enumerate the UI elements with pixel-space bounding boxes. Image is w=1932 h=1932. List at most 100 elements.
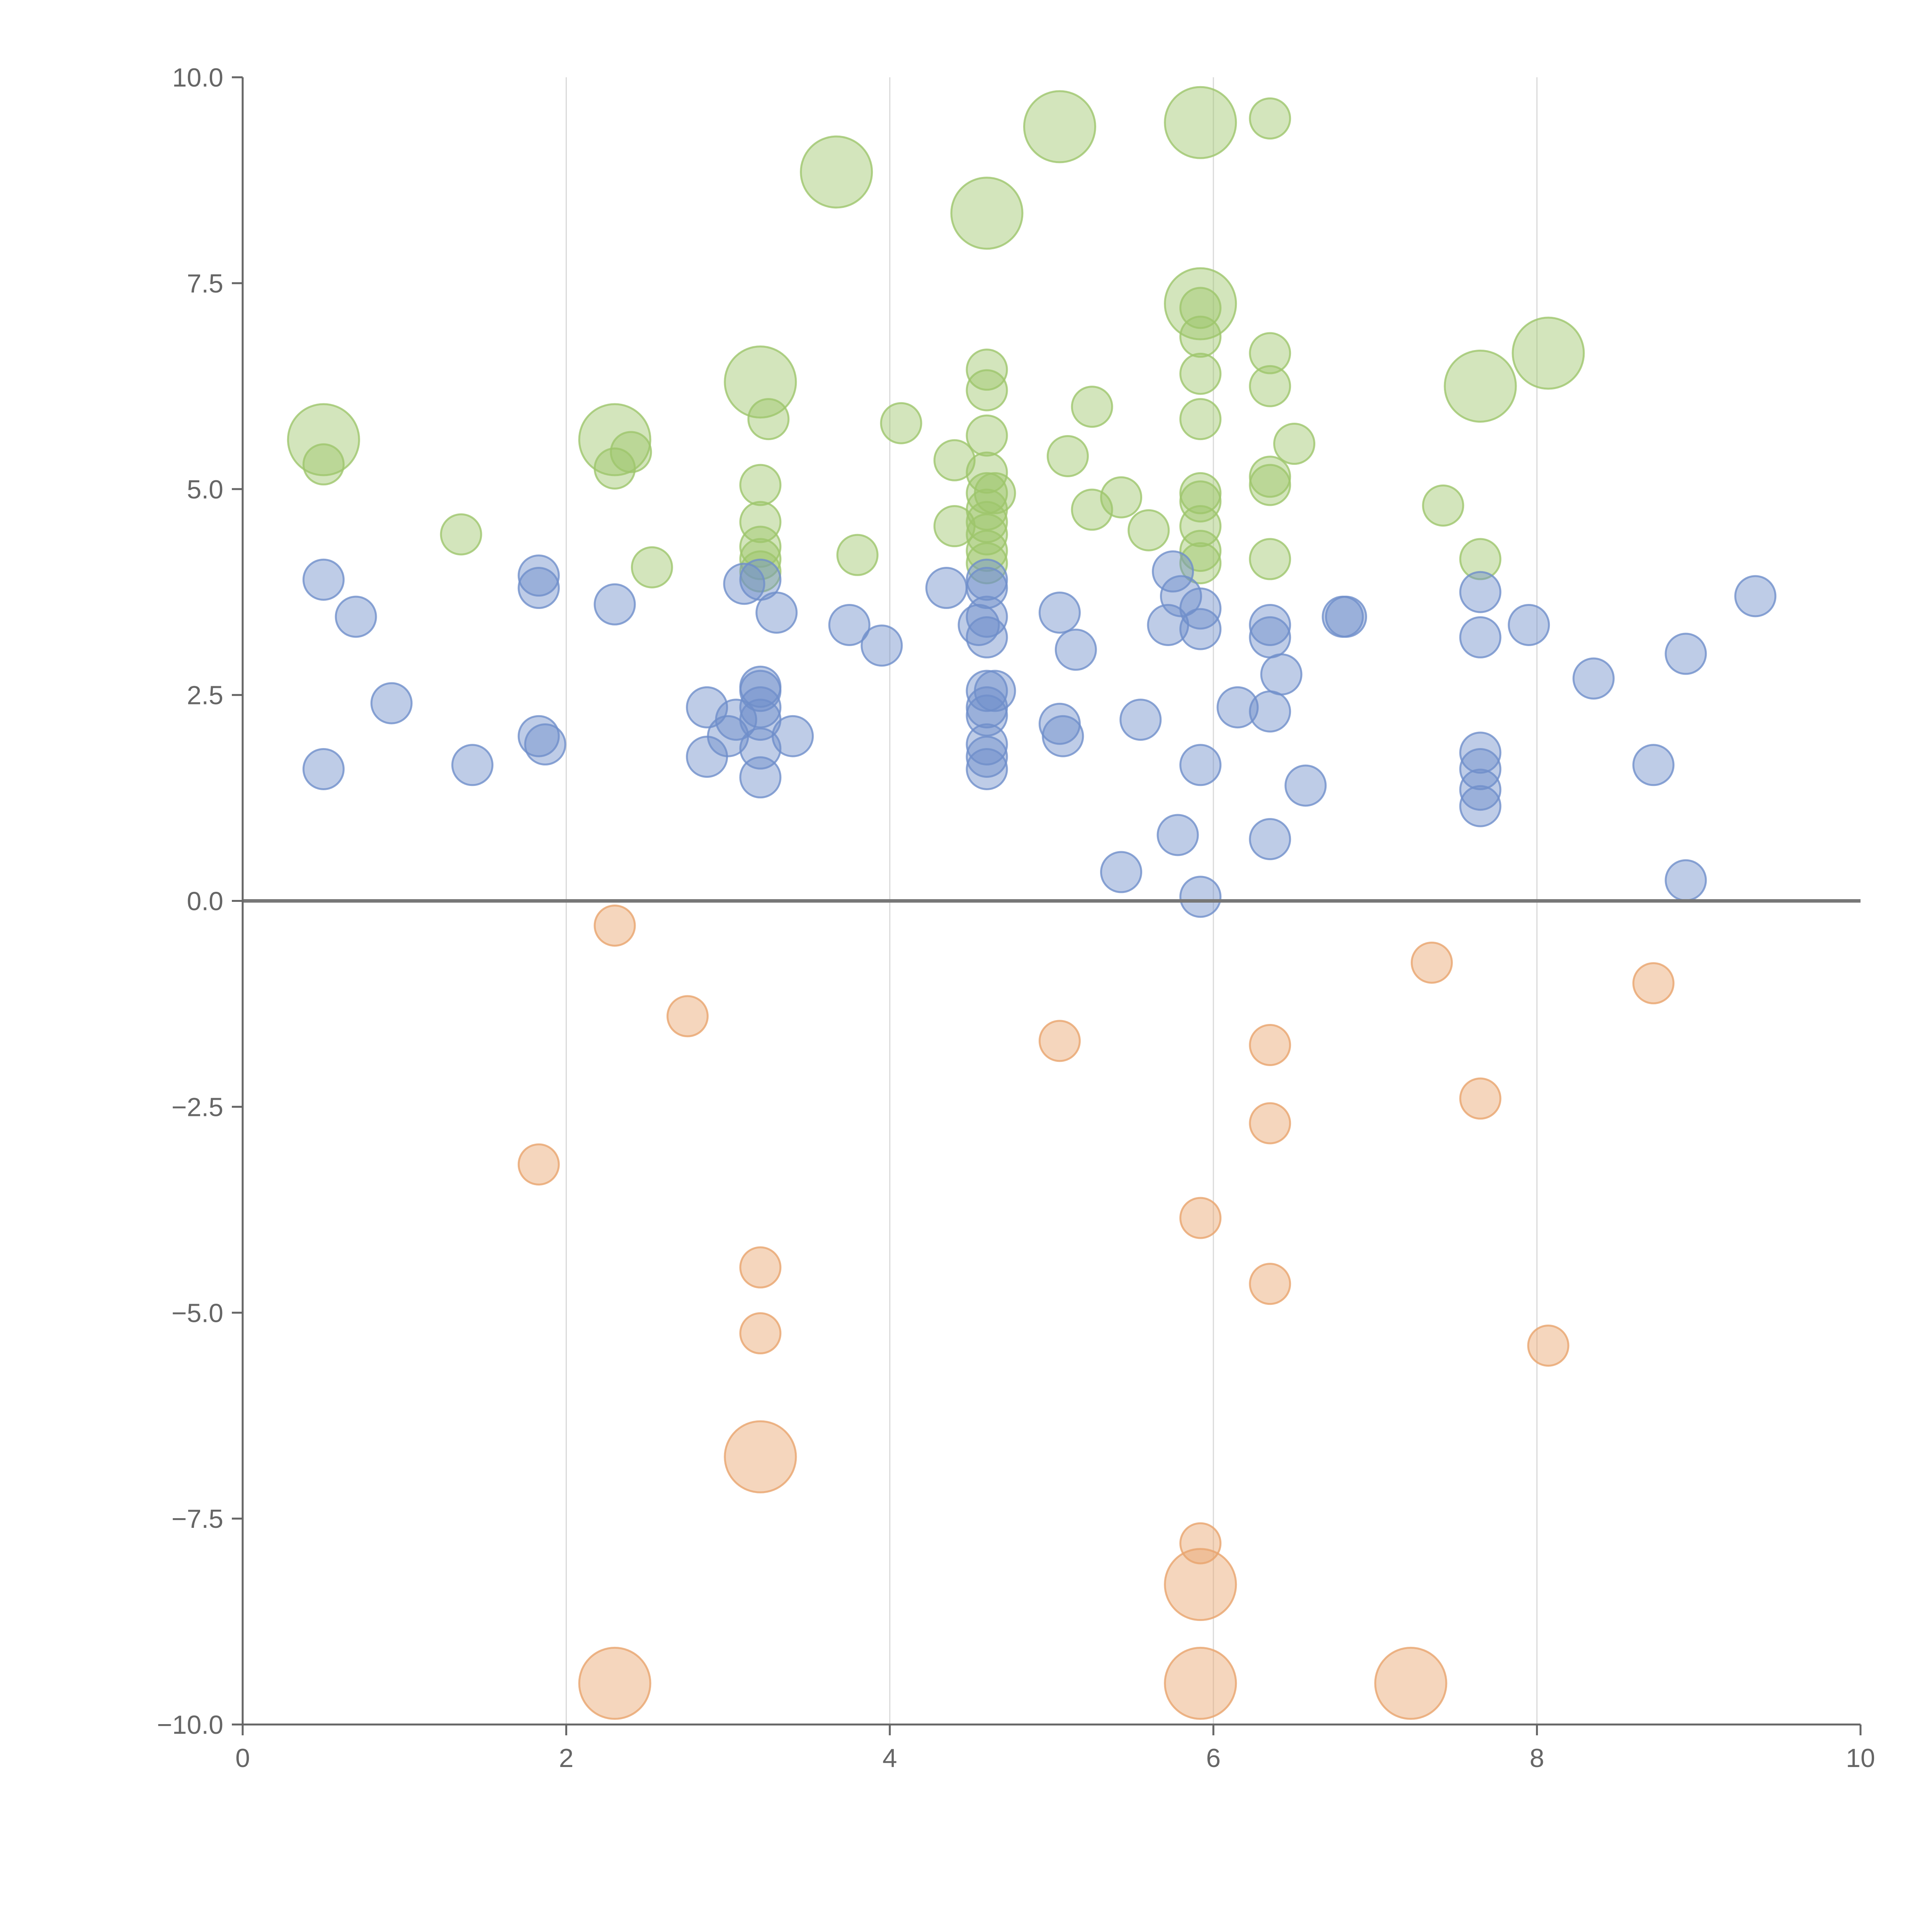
point-blue-54 xyxy=(1249,604,1291,646)
point-green-40 xyxy=(1179,315,1222,358)
point-blue-21 xyxy=(739,756,782,799)
point-blue-36 xyxy=(966,723,1008,766)
point-blue-14 xyxy=(723,563,765,605)
point-green-31 xyxy=(1023,90,1096,163)
point-orange-3 xyxy=(666,995,709,1037)
point-green-17 xyxy=(933,439,976,481)
point-green-16 xyxy=(880,402,922,444)
point-blue-20 xyxy=(739,727,782,770)
point-green-57 xyxy=(1459,538,1502,580)
point-blue-41 xyxy=(1042,715,1084,757)
point-green-11 xyxy=(739,526,782,568)
y-tick-label-3: 2.5 xyxy=(187,681,223,710)
point-blue-18 xyxy=(739,686,782,729)
y-tick-label-0: 10.0 xyxy=(172,63,223,92)
point-green-8 xyxy=(747,398,790,440)
point-green-32 xyxy=(1046,435,1089,477)
point-orange-16 xyxy=(1459,1077,1502,1120)
point-blue-55 xyxy=(1249,616,1291,658)
point-green-0 xyxy=(287,403,360,476)
point-green-36 xyxy=(1128,509,1170,551)
point-blue-2 xyxy=(335,595,377,638)
point-blue-13 xyxy=(715,699,757,741)
point-blue-71 xyxy=(1665,633,1707,675)
point-green-50 xyxy=(1249,365,1291,407)
y-tick-label-4: 0.0 xyxy=(187,887,223,916)
point-blue-72 xyxy=(1665,859,1707,901)
x-tick-label-5: 10 xyxy=(1846,1743,1875,1773)
point-green-15 xyxy=(836,534,879,576)
point-green-6 xyxy=(631,546,673,588)
point-green-28 xyxy=(966,513,1008,556)
point-orange-11 xyxy=(1164,1646,1237,1720)
y-tick-label-8: −10.0 xyxy=(157,1710,223,1740)
point-green-19 xyxy=(950,177,1024,250)
point-blue-50 xyxy=(1179,608,1222,650)
point-orange-14 xyxy=(1249,1263,1291,1305)
point-green-29 xyxy=(966,530,1008,572)
point-orange-8 xyxy=(1179,1197,1222,1239)
point-blue-42 xyxy=(1054,628,1097,671)
point-blue-1 xyxy=(302,748,345,790)
point-blue-69 xyxy=(1572,657,1615,700)
point-green-52 xyxy=(1249,464,1291,506)
point-blue-58 xyxy=(1260,653,1303,696)
x-tick-label-4: 8 xyxy=(1530,1743,1544,1773)
point-green-45 xyxy=(1179,505,1222,548)
point-green-33 xyxy=(1071,386,1113,428)
point-orange-18 xyxy=(1632,962,1675,1005)
y-tick-label-5: −2.5 xyxy=(172,1092,223,1122)
point-blue-3 xyxy=(370,682,413,724)
point-orange-13 xyxy=(1249,1102,1291,1145)
point-green-56 xyxy=(1444,349,1517,423)
point-blue-23 xyxy=(772,715,814,757)
point-blue-62 xyxy=(1459,571,1502,613)
point-blue-37 xyxy=(966,735,1008,778)
point-orange-19 xyxy=(1374,1646,1447,1720)
point-blue-5 xyxy=(517,554,560,597)
point-green-21 xyxy=(966,369,1008,412)
x-tick-label-2: 4 xyxy=(883,1743,897,1773)
point-blue-0 xyxy=(302,558,345,601)
point-blue-29 xyxy=(966,567,1008,609)
data-points xyxy=(287,86,1777,1720)
point-blue-17 xyxy=(739,670,782,712)
point-green-7 xyxy=(724,345,797,419)
point-green-22 xyxy=(966,414,1008,457)
point-green-39 xyxy=(1179,287,1222,329)
point-green-38 xyxy=(1164,267,1237,340)
point-blue-8 xyxy=(524,723,566,766)
point-orange-17 xyxy=(1527,1325,1570,1367)
point-orange-7 xyxy=(1038,1020,1081,1062)
y-tick-label-2: 5.0 xyxy=(187,475,223,504)
point-blue-59 xyxy=(1284,764,1327,807)
point-green-37 xyxy=(1164,86,1237,159)
point-blue-27 xyxy=(957,604,1000,646)
point-green-47 xyxy=(1179,542,1222,585)
y-tick-label-7: −7.5 xyxy=(172,1504,223,1534)
point-green-26 xyxy=(966,488,1008,531)
point-green-10 xyxy=(739,501,782,543)
point-blue-67 xyxy=(1459,785,1502,827)
point-orange-15 xyxy=(1410,941,1453,984)
point-orange-1 xyxy=(594,904,636,947)
point-green-5 xyxy=(610,431,652,473)
point-blue-68 xyxy=(1508,604,1550,646)
point-blue-61 xyxy=(1325,595,1367,638)
point-blue-25 xyxy=(861,624,903,667)
point-blue-57 xyxy=(1249,818,1291,861)
point-blue-43 xyxy=(1100,851,1143,893)
point-green-9 xyxy=(739,464,782,506)
point-orange-2 xyxy=(578,1646,651,1720)
point-blue-66 xyxy=(1459,769,1502,811)
point-orange-4 xyxy=(739,1246,782,1289)
point-blue-48 xyxy=(1156,814,1199,856)
point-green-44 xyxy=(1179,480,1222,523)
point-green-14 xyxy=(800,135,873,209)
x-tick-label-0: 0 xyxy=(235,1743,250,1773)
point-orange-0 xyxy=(517,1143,560,1186)
point-blue-45 xyxy=(1152,550,1194,593)
point-blue-51 xyxy=(1179,744,1222,786)
point-blue-24 xyxy=(828,604,871,646)
y-tick-label-1: 7.5 xyxy=(187,269,223,298)
